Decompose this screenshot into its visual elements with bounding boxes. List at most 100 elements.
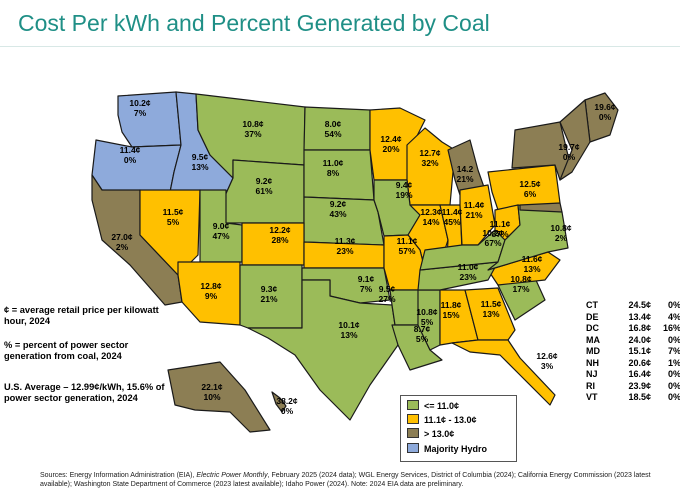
small-state-state: DE (586, 311, 599, 322)
state-coal-ut: 47% (212, 231, 229, 241)
state-price-me: 19.6¢ (594, 102, 616, 112)
small-state-row-ri: RI 23.9¢ 0% (586, 381, 680, 393)
state-ak (167, 361, 271, 433)
state-price-va: 10.8¢ (550, 223, 572, 233)
small-state-row-vt: VT 18.5¢ 0% (586, 392, 680, 404)
state-coal-mn: 20% (382, 144, 399, 154)
small-state-price: 24.0¢ (628, 334, 651, 345)
state-price-il: 12.3¢ (420, 207, 442, 217)
legend-swatch-gold (407, 414, 419, 424)
state-price-ny: 19.7¢ (558, 142, 580, 152)
title-divider (0, 46, 680, 47)
small-state-coal: 0% (667, 300, 680, 310)
small-state-coal: 1% (667, 357, 680, 368)
state-price-co: 12.2¢ (269, 225, 291, 235)
small-state-price: 24.5¢ (628, 300, 651, 310)
small-state-coal: 0% (667, 380, 680, 391)
small-state-row-ct: CT 24.5¢ 0% (586, 300, 680, 312)
small-state-price: 15.1¢ (628, 346, 651, 356)
legend-item-hydro: Majority Hydro (407, 443, 487, 454)
state-coal-id: 13% (191, 162, 208, 172)
coal-percent-note: % = percent of power sector generation f… (4, 340, 129, 361)
state-md-small (519, 202, 563, 213)
state-coal-ny: 0% (563, 152, 576, 162)
state-coal-tn: 23% (459, 272, 476, 282)
state-coal-az: 9% (205, 291, 218, 301)
map-legend: <= 11.0¢ 11.1¢ - 13.0¢ > 13.0¢ Majority … (400, 395, 517, 462)
state-price-mo: 11.1¢ (397, 236, 418, 246)
state-coal-ky: 67% (484, 238, 501, 248)
state-price-mn: 12.4¢ (380, 134, 402, 144)
state-coal-hi: 0% (281, 406, 294, 416)
state-coal-pa: 6% (524, 189, 537, 199)
state-coal-ia: 19% (395, 190, 412, 200)
state-price-nm: 9.3¢ (261, 284, 278, 294)
state-coal-mt: 37% (244, 129, 261, 139)
state-price-nv: 11.5¢ (163, 207, 184, 217)
state-price-in: 11.4¢ (442, 207, 463, 217)
state-coal-wa: 7% (134, 108, 147, 118)
state-price-ky: 10.2¢ (482, 228, 504, 238)
state-price-ak: 22.1¢ (201, 382, 223, 392)
state-ga (464, 287, 516, 341)
state-price-ia: 9.4¢ (396, 180, 413, 190)
state-coal-or: 0% (124, 155, 137, 165)
small-state-state: VT (586, 392, 598, 402)
state-price-wa: 10.2¢ (129, 98, 151, 108)
small-state-state: CT (586, 300, 598, 310)
state-price-fl: 12.6¢ (536, 351, 558, 361)
price-definition-note: ¢ = average retail price per kilowatt ho… (4, 305, 159, 326)
state-price-tx: 10.1¢ (338, 320, 360, 330)
state-coal-la: 5% (416, 334, 429, 344)
state-price-mt: 10.8¢ (242, 119, 264, 129)
state-coal-il: 14% (422, 217, 439, 227)
legend-swatch-green (407, 400, 419, 410)
state-coal-va: 2% (555, 233, 568, 243)
small-state-price: 20.6¢ (628, 357, 651, 368)
state-coal-fl: 3% (541, 361, 554, 371)
state-coal-al: 15% (442, 310, 459, 320)
small-state-row-dc: DC 16.8¢ 16% (586, 323, 680, 335)
state-coal-sd: 8% (327, 168, 340, 178)
state-price-tn: 11.0¢ (458, 262, 479, 272)
us-average-note: U.S. Average – 12.99¢/kWh, 15.6% of powe… (4, 382, 165, 403)
state-coal-nc: 13% (523, 264, 540, 274)
state-coal-nd: 54% (324, 129, 341, 139)
state-coal-ga: 13% (482, 309, 499, 319)
small-state-coal: 16% (662, 323, 680, 333)
state-price-al: 11.8¢ (441, 300, 462, 310)
state-price-ms: 10.8¢ (416, 307, 438, 317)
us-map: 10.2¢7%11.4¢0% 9.5¢13%10.8¢37%8.0¢54%11.0… (91, 91, 619, 433)
state-coal-nv: 5% (167, 217, 180, 227)
state-coal-mi: 21% (456, 174, 473, 184)
small-state-state: RI (586, 380, 595, 391)
state-price-az: 12.8¢ (200, 281, 222, 291)
state-price-nc: 11.6¢ (522, 254, 543, 264)
small-state-row-nj: NJ 16.4¢ 0% (586, 369, 680, 381)
state-coal-wv: 87% (491, 229, 508, 239)
small-state-state: MD (586, 346, 600, 356)
state-coal-me: 0% (599, 112, 612, 122)
state-tx (247, 279, 399, 421)
state-price-oh: 11.4¢ (464, 200, 485, 210)
state-ne-small (559, 99, 591, 181)
state-coal-ne: 43% (329, 209, 346, 219)
state-coal-mo: 57% (398, 246, 415, 256)
state-price-ar: 9.5¢ (379, 284, 396, 294)
small-state-coal: 7% (667, 346, 680, 356)
state-price-pa: 12.5¢ (519, 179, 541, 189)
state-price-hi: 38.2¢ (276, 396, 298, 406)
state-coal-tx: 13% (340, 330, 357, 340)
small-state-coal: 0% (667, 334, 680, 345)
state-price-ok: 9.1¢ (358, 274, 375, 284)
source-note: Sources: Energy Information Administrati… (40, 472, 651, 488)
state-price-wi: 12.7¢ (419, 148, 441, 158)
state-coal-oh: 21% (465, 210, 482, 220)
legend-swatch-hydro (407, 443, 419, 453)
small-state-row-de: DE 13.4¢ 4% (586, 312, 680, 324)
state-coal-co: 28% (271, 235, 288, 245)
state-coal-ar: 27% (378, 294, 395, 304)
state-price-ks: 11.3¢ (335, 236, 356, 246)
small-state-price: 23.9¢ (628, 380, 651, 391)
small-state-price: 16.4¢ (628, 369, 651, 379)
